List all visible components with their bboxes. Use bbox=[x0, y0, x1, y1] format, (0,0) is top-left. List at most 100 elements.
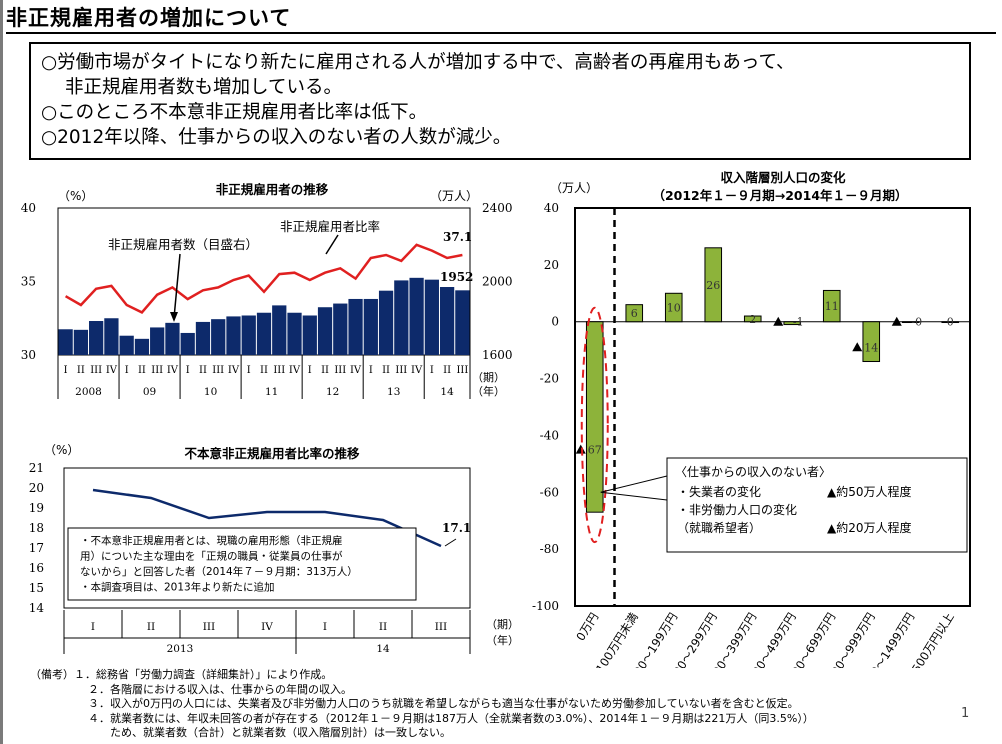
chart1-title: 非正規雇用者の推移 bbox=[216, 182, 329, 197]
chart1-bar bbox=[394, 280, 409, 355]
chart2-quarter-label: III bbox=[203, 621, 215, 633]
chart2-unit: （%） bbox=[44, 443, 79, 457]
chart2-x-unit-quarter: （期） bbox=[486, 618, 519, 631]
chart1-quarter-label: II bbox=[138, 365, 146, 376]
chart1-bar bbox=[272, 305, 287, 355]
chart1-year-label: 10 bbox=[204, 386, 217, 398]
chart1-bar bbox=[256, 312, 272, 355]
chart2-annotation-line: ・不本意非正規雇用者とは、現職の雇用形態（非正規雇 bbox=[80, 534, 343, 547]
chart1-quarter-label: IV bbox=[350, 365, 362, 376]
chart3-callout-label: ・非労働力人口の変化 bbox=[677, 502, 797, 517]
chart1-quarter-label: III bbox=[395, 365, 407, 376]
chart3-data-label: 10 bbox=[667, 302, 681, 315]
chart3-data-label: 26 bbox=[706, 279, 720, 292]
chart3-data-label: 6 bbox=[631, 307, 638, 320]
chart1-year-label: 13 bbox=[387, 386, 400, 398]
chart1-left-unit: （%） bbox=[58, 189, 93, 203]
chart2-end-label: 17.1 bbox=[442, 521, 471, 535]
chart3-title: 収入階層別人口の変化 bbox=[720, 170, 846, 185]
chart3-data-label: -1 bbox=[793, 316, 804, 329]
chart2-quarter-label: II bbox=[147, 621, 155, 633]
chart1-line-end-label: 37.1 bbox=[443, 230, 472, 244]
chart1-bar bbox=[73, 329, 89, 355]
chart1-quarter-label: I bbox=[308, 365, 312, 376]
chart1-quarter-label: IV bbox=[411, 365, 423, 376]
chart3-y-tick: -100 bbox=[532, 599, 559, 613]
chart1-x-unit-quarter: （期） bbox=[472, 371, 505, 384]
chart1-left-tick: 35 bbox=[21, 275, 36, 289]
chart3-data-label: 14 bbox=[864, 341, 878, 354]
chart1-year-label: 14 bbox=[440, 386, 454, 398]
chart3-decrease-marker bbox=[575, 444, 586, 454]
chart1-bar bbox=[317, 307, 333, 355]
page-title: 非正規雇用者の増加について bbox=[6, 6, 292, 30]
chart2-annotation-line: 用）についた主な理由を「正規の職員・従業員の仕事が bbox=[80, 550, 343, 563]
chart3-bar bbox=[743, 315, 762, 323]
chart3-callout-label: （就職希望者） bbox=[677, 520, 761, 535]
chart1-quarter-label: I bbox=[247, 365, 251, 376]
chart1-bar bbox=[378, 290, 394, 355]
chart1-year-label: 09 bbox=[143, 386, 156, 398]
note-5: ため、就業者数（合計）と就業者数（収入階層別計）は一致しない。 bbox=[110, 726, 451, 739]
chart1-quarter-label: II bbox=[321, 365, 329, 376]
chart3-y-tick: -80 bbox=[540, 542, 559, 556]
chart3-category-label: 0万円 bbox=[573, 610, 601, 643]
chart1-bar bbox=[58, 329, 73, 355]
note-2: ２．各階層における収入は、仕事からの年間の収入。 bbox=[88, 682, 352, 696]
chart2-y-tick: 17 bbox=[29, 541, 44, 555]
chart3-highlight-ellipse bbox=[580, 306, 609, 544]
chart1-year-label: 2008 bbox=[75, 386, 102, 398]
chart2-y-tick: 18 bbox=[29, 521, 44, 535]
chart1-quarter-label: IV bbox=[289, 365, 301, 376]
chart1-quarter-label: III bbox=[212, 365, 224, 376]
chart1-ratio-line bbox=[64, 243, 463, 314]
chart1-bar bbox=[180, 332, 195, 355]
chart1-year-label: 11 bbox=[265, 386, 278, 398]
chart3-decrease-marker bbox=[852, 342, 863, 352]
summary-line-3: ○このところ不本意非正規雇用者比率は低下。 bbox=[41, 102, 428, 123]
chart2-y-tick: 20 bbox=[29, 481, 44, 495]
chart1-quarter-label: I bbox=[125, 365, 129, 376]
chart3-bar bbox=[704, 247, 723, 323]
chart3-y-tick: 40 bbox=[544, 201, 559, 215]
chart3-data-label: 2 bbox=[749, 313, 756, 326]
chart3-y-tick: 0 bbox=[551, 315, 559, 329]
chart1-quarter-label: IV bbox=[167, 365, 179, 376]
chart1-quarter-label: III bbox=[90, 365, 102, 376]
chart2-quarter-label: I bbox=[323, 621, 327, 633]
chart2-y-tick: 14 bbox=[29, 601, 45, 615]
chart3-callout-value: ▲約20万人程度 bbox=[827, 520, 912, 535]
chart1-bar bbox=[165, 322, 180, 355]
income-bracket-chart: 収入階層別人口の変化 （2012年１－９月期→2014年１－９月期） （万人） … bbox=[532, 170, 971, 668]
chart2-quarter-label: III bbox=[435, 621, 447, 633]
chart1-quarter-label: I bbox=[430, 365, 434, 376]
chart1-year-label: 12 bbox=[326, 386, 339, 398]
chart1-quarter-label: III bbox=[151, 365, 163, 376]
chart1-line-series-label: 非正規雇用者比率 bbox=[280, 219, 380, 234]
chart1-bar bbox=[226, 316, 241, 355]
chart1-bar bbox=[333, 303, 348, 355]
chart1-right-tick: 2400 bbox=[482, 201, 513, 215]
chart3-y-tick: -40 bbox=[540, 428, 559, 442]
chart3-data-label: 0 bbox=[947, 316, 954, 329]
chart2-annotation-line: ・本調査項目は、2013年より新たに追加 bbox=[80, 581, 275, 594]
title-underline bbox=[6, 32, 996, 34]
chart1-quarter-label: III bbox=[273, 365, 285, 376]
chart1-bar bbox=[287, 312, 302, 355]
chart1-bar bbox=[195, 321, 211, 355]
involuntary-ratio-chart: 不本意非正規雇用者比率の推移 （%） 21 20 19 18 17 16 15 14 17.1 ・… bbox=[29, 443, 519, 655]
chart3-callout-box bbox=[666, 457, 968, 553]
page-number: 1 bbox=[961, 706, 970, 721]
chart1-quarter-label: II bbox=[443, 365, 451, 376]
chart3-bar bbox=[783, 321, 802, 326]
summary-line-1: ○労働市場がタイトになり新たに雇用される人が増加する中で、高齢者の再雇用もあって… bbox=[41, 52, 795, 73]
chart1-quarter-label: II bbox=[382, 365, 390, 376]
chart3-y-tick: -20 bbox=[540, 372, 559, 386]
chart1-quarter-label: II bbox=[199, 365, 207, 376]
chart2-quarter-label: IV bbox=[261, 621, 273, 633]
chart2-y-tick: 21 bbox=[29, 461, 44, 475]
chart3-callout-label: ・失業者の変化 bbox=[677, 484, 761, 499]
chart1-right-unit: （万人） bbox=[430, 189, 478, 203]
chart2-annotation-line: ないから」と回答した者（2014年７－９月期：313万人） bbox=[80, 565, 358, 578]
chart2-title: 不本意非正規雇用者比率の推移 bbox=[184, 446, 360, 461]
